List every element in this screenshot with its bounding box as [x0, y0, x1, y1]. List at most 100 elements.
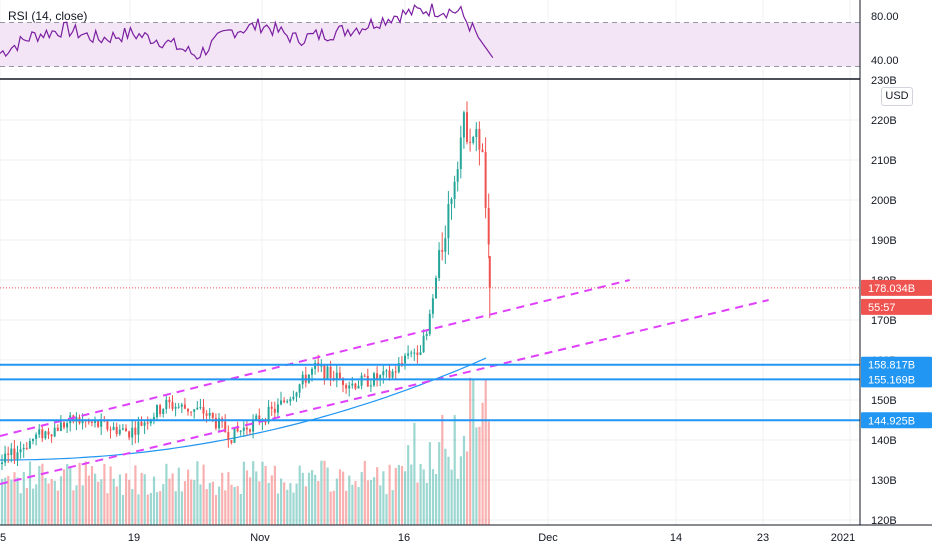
volume-bar: [50, 479, 53, 525]
volume-bar: [487, 421, 490, 525]
current-price-badge-label: 178.034B: [868, 283, 915, 295]
volume-bar: [78, 462, 81, 525]
level-badge-label: 155.169B: [868, 374, 915, 386]
candle-body: [19, 449, 22, 453]
level-badge: [861, 412, 932, 429]
candle-body: [407, 353, 410, 356]
volume-bar: [478, 426, 481, 525]
candle-body: [205, 413, 208, 416]
volume-bar: [245, 470, 249, 525]
candle-body: [441, 250, 444, 252]
volume-bar: [118, 474, 121, 525]
candle-body: [59, 422, 62, 431]
volume-bar: [66, 463, 69, 525]
candle-body: [385, 370, 388, 372]
candle-body: [168, 399, 171, 403]
candle-body: [326, 366, 329, 380]
volume-bar: [428, 442, 431, 525]
volume-bar: [171, 473, 174, 525]
rsi-pane[interactable]: RSI (14, close): [0, 3, 860, 67]
volume-bar: [1, 478, 4, 525]
volume-bar: [391, 490, 394, 525]
volume-bar: [211, 481, 214, 525]
price-badges: 178.034B 55:57 158.817B 155.169B 144.925B: [861, 279, 932, 429]
time-tick-label: Dec: [538, 532, 558, 544]
volume-bar: [261, 461, 264, 525]
candle-body: [419, 352, 422, 355]
volume-bar: [35, 484, 38, 525]
volume-bar: [16, 477, 19, 525]
candle-body: [109, 429, 112, 431]
rsi-axis[interactable]: 80.00 40.00: [871, 11, 899, 67]
volume-bar: [289, 483, 292, 525]
volume-bar: [106, 493, 109, 525]
volume-bar: [205, 489, 208, 525]
candle-body: [273, 408, 276, 413]
candle-body: [97, 421, 100, 427]
time-axis[interactable]: 5 19 Nov 16 Dec 14 23 2021: [0, 532, 855, 544]
countdown-badge: [861, 298, 932, 315]
candle-body: [481, 149, 484, 152]
volume-bar: [174, 491, 177, 525]
price-tick-label: 220B: [871, 115, 897, 127]
currency-button[interactable]: USD: [881, 87, 913, 106]
volume-bar: [168, 478, 171, 525]
candle-body: [211, 412, 214, 419]
candle-body: [444, 238, 447, 252]
candle-body: [270, 406, 273, 409]
volume-bar: [84, 461, 87, 525]
volume-bar: [326, 467, 329, 525]
volume-bar: [214, 494, 218, 525]
volume-bar: [233, 487, 236, 525]
volume-bar: [360, 471, 363, 525]
candle-body: [488, 256, 491, 288]
candle-body: [298, 384, 301, 393]
candle-body: [16, 452, 19, 460]
volume-bar: [323, 460, 326, 525]
volume-bar: [190, 479, 193, 525]
volume-bar: [422, 469, 425, 525]
volume-bar: [159, 491, 162, 525]
candle-body: [397, 363, 400, 373]
horizontal-levels[interactable]: [0, 363, 860, 422]
price-tick-label: 230B: [871, 75, 897, 87]
time-tick-label: 5: [0, 532, 6, 544]
candle-body: [351, 383, 354, 386]
level-badge-label: 158.817B: [868, 360, 915, 372]
trend-line[interactable]: [0, 299, 769, 485]
volume-bar: [32, 488, 35, 525]
candle-body: [338, 372, 341, 379]
volume-bar: [410, 464, 413, 525]
volume-bar: [373, 477, 376, 525]
candle-body: [165, 399, 168, 410]
candle-body: [180, 404, 183, 407]
candle-body: [1, 462, 3, 464]
candle-body: [369, 385, 372, 387]
volume-bar: [481, 402, 484, 525]
candle-body: [7, 453, 10, 455]
volume-bar: [4, 477, 7, 525]
candle-body: [264, 420, 267, 423]
volume-bar: [131, 489, 134, 525]
volume-bar: [100, 479, 103, 525]
time-tick-label: 16: [398, 532, 410, 544]
volume-bar: [221, 472, 224, 525]
rsi-tick-label: 80.00: [871, 11, 899, 23]
volume-bar: [351, 484, 354, 525]
volume-bar: [307, 472, 311, 525]
volume-bar: [273, 465, 276, 525]
trend-lines[interactable]: [0, 279, 769, 485]
candle-body: [400, 363, 403, 365]
candle-body: [28, 441, 31, 449]
candle-body: [174, 406, 177, 409]
candle-body: [87, 421, 90, 423]
candle-body: [258, 415, 261, 423]
volume-bar: [441, 414, 444, 525]
candle-body: [227, 432, 230, 441]
candle-body: [475, 129, 478, 138]
candle-body: [32, 438, 34, 442]
candle-body: [202, 407, 205, 414]
candle-body: [162, 409, 165, 414]
trend-line[interactable]: [0, 279, 630, 437]
